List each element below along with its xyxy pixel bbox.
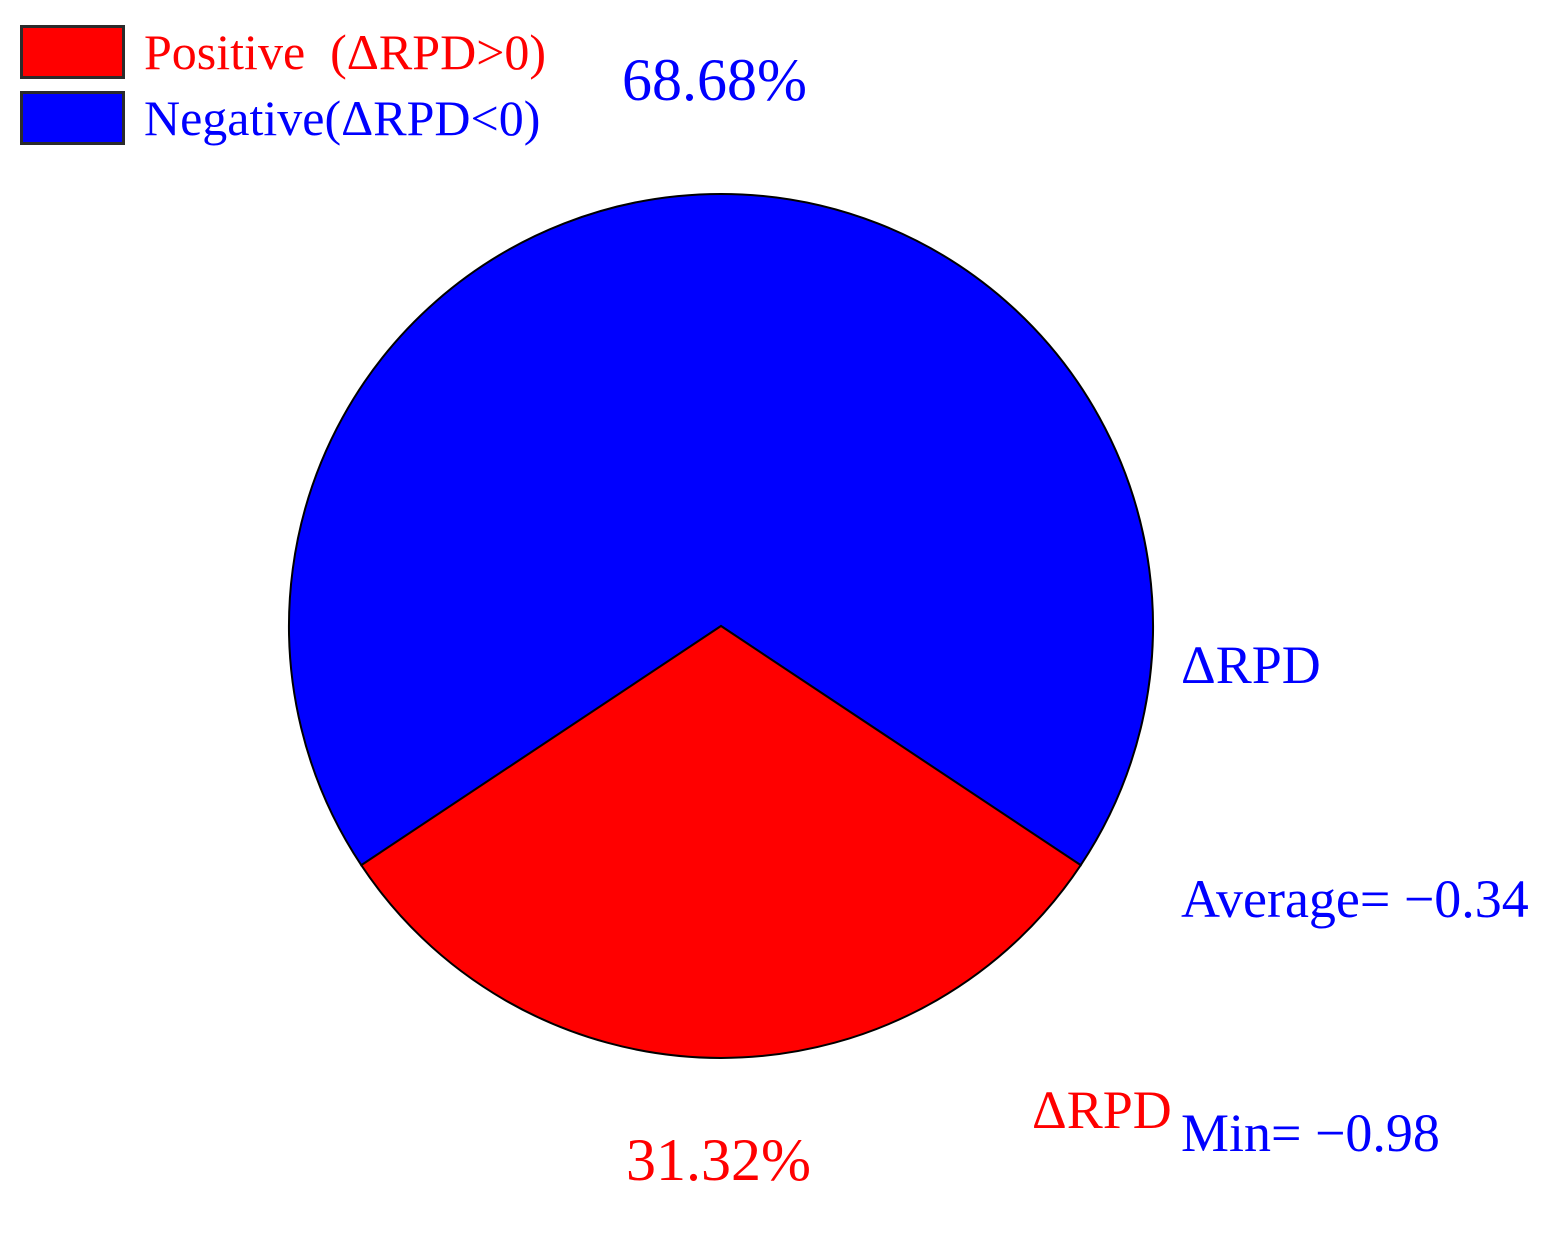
annotation-positive: ΔRPD Average=0.32 Max =0.96 — [1032, 910, 1336, 1244]
legend-item-positive: Positive (ΔRPD>0) — [20, 25, 546, 79]
annotation-positive-title: ΔRPD — [1032, 1080, 1172, 1140]
annotation-negative-average: Average= −0.34 — [1181, 869, 1529, 929]
slice-percentage-positive: 31.32% — [626, 1127, 811, 1193]
legend: Positive (ΔRPD>0) Negative(ΔRPD<0) — [20, 25, 546, 145]
annotation-negative-min: Min= −0.98 — [1181, 1103, 1440, 1163]
pie-slice-positive — [359, 624, 1083, 1059]
pie-slice-negative — [288, 192, 1154, 867]
legend-swatch-negative-icon — [20, 91, 125, 145]
annotation-negative-title: ΔRPD — [1181, 635, 1321, 695]
legend-label-negative: Negative(ΔRPD<0) — [144, 89, 541, 146]
legend-label-positive: Positive (ΔRPD>0) — [144, 23, 547, 80]
legend-item-negative: Negative(ΔRPD<0) — [20, 91, 546, 145]
slice-percentage-negative: 68.68% — [622, 47, 807, 113]
legend-swatch-positive-icon — [20, 25, 125, 79]
annotation-negative: ΔRPD Average= −0.34 Min= −0.98 — [1181, 470, 1529, 1244]
